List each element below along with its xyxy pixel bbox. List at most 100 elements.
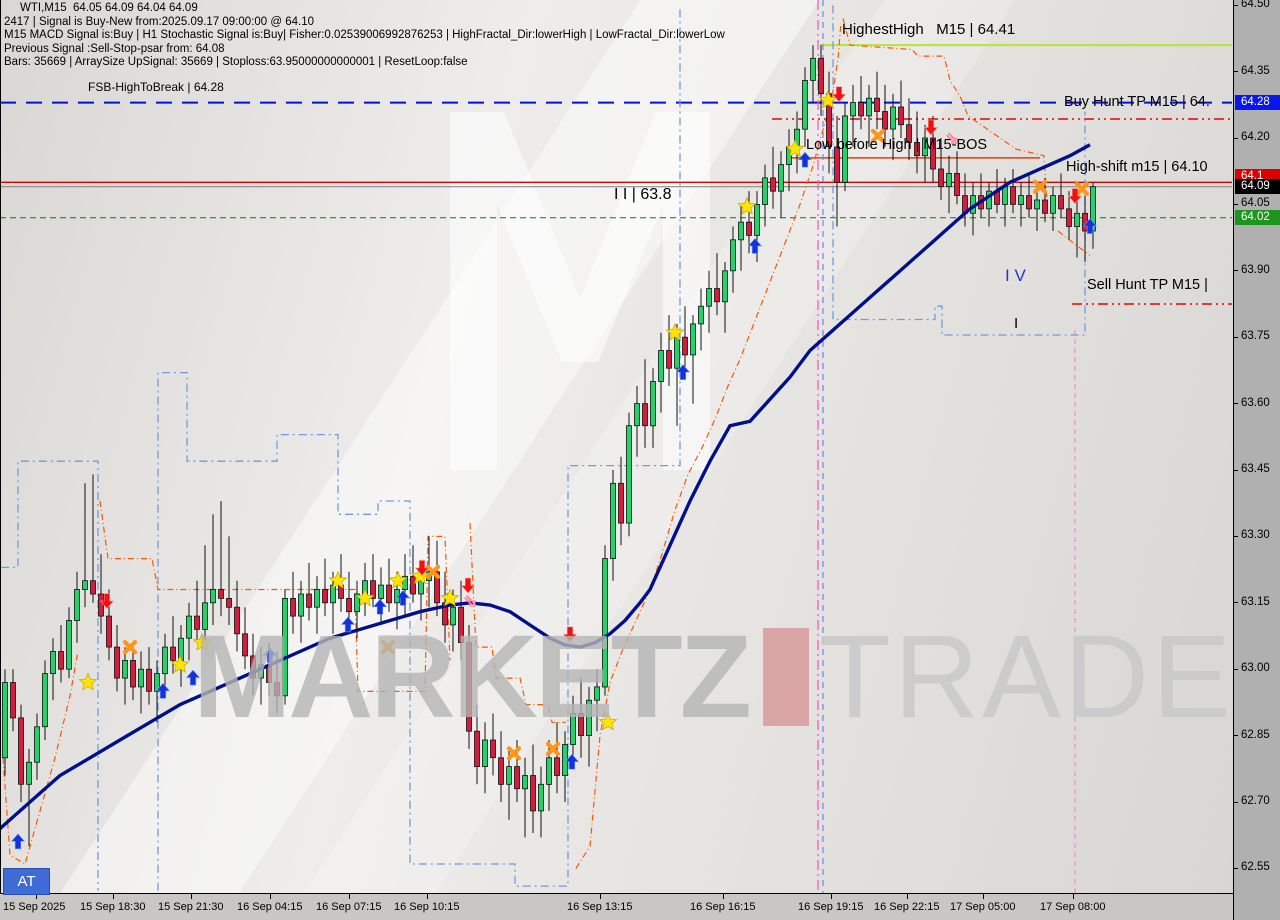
price-highlight-64.09: 64.09: [1235, 179, 1280, 195]
candle-bullish: [650, 381, 656, 427]
candle-bullish: [482, 739, 488, 768]
psar-trailing-line: [575, 22, 842, 869]
candle-bullish: [282, 598, 288, 697]
psar-trailing-line: [469, 523, 566, 723]
candle-bearish: [1058, 195, 1064, 210]
at-button[interactable]: AT: [3, 868, 50, 895]
candle-bullish: [1034, 199, 1040, 210]
time-tick-label: 17 Sep 05:00: [950, 901, 1016, 913]
candle-bullish: [82, 580, 88, 591]
status-line: Previous Signal :Sell-Stop-psar from: 64…: [4, 42, 225, 55]
cross-marker-icon: [380, 639, 396, 655]
candle-bullish: [762, 177, 768, 205]
star-marker-icon: [737, 196, 757, 215]
candle-bullish: [2, 682, 8, 759]
candle-bullish: [522, 775, 528, 790]
candle-bearish: [714, 288, 720, 303]
time-tick-label: 16 Sep 07:15: [316, 901, 382, 913]
time-tick: [113, 894, 114, 899]
candle-bullish: [626, 425, 632, 524]
annotation-ii-638: I I | 63.8: [614, 186, 672, 203]
candle-bearish: [530, 775, 536, 812]
time-tick: [723, 894, 724, 899]
hollow-arrow-icon: ⇘: [463, 592, 477, 612]
star-marker-icon: [410, 566, 430, 585]
candle-bullish: [946, 172, 952, 188]
candle-bearish: [1066, 208, 1072, 227]
star-marker-icon: [78, 672, 98, 691]
price-tick-label: 64.05: [1241, 197, 1270, 210]
hollow-arrow-icon: ⇘: [945, 129, 959, 149]
candle-bullish: [658, 350, 664, 382]
chart-left-border: [0, 0, 1, 893]
cross-marker-icon: [870, 128, 886, 143]
time-tick: [600, 894, 601, 899]
buy-arrow-icon: [262, 647, 278, 664]
psar-trailing-line: [99, 500, 451, 693]
candle-bullish: [986, 190, 992, 210]
sell-arrow-icon: [923, 119, 939, 136]
price-tick-label: 64.50: [1241, 0, 1270, 11]
candle-bearish: [938, 168, 944, 188]
candle-bearish: [170, 646, 176, 661]
annotation-i: I: [1014, 315, 1019, 332]
candle-bullish: [602, 558, 608, 688]
candle-bearish: [290, 598, 296, 617]
candle-bullish: [674, 336, 680, 369]
cross-marker-icon: [1074, 181, 1090, 197]
star-marker-icon: [192, 632, 212, 651]
time-tick-label: 17 Sep 08:00: [1040, 901, 1106, 913]
time-tick: [427, 894, 428, 899]
candle-bullish: [186, 615, 192, 639]
candle-bullish: [1002, 186, 1008, 205]
candle-bullish: [690, 323, 696, 356]
sell-arrow-icon: [831, 86, 847, 103]
candle-bullish: [842, 115, 848, 183]
candle-bullish: [506, 766, 512, 785]
sell-arrow-icon: [460, 577, 476, 594]
candle-bearish: [498, 757, 504, 785]
status-line: WTI,M15 64.05 64.09 64.04 64.09: [20, 2, 198, 14]
fractal-channel-line: [832, 5, 1086, 336]
candle-bearish: [434, 571, 440, 604]
time-tick-label: 15 Sep 2025: [3, 901, 66, 913]
candle-bullish: [810, 57, 816, 81]
time-tick: [831, 894, 832, 899]
time-tick-label: 16 Sep 22:15: [874, 901, 940, 913]
candle-bearish: [858, 102, 864, 117]
annotation-highest-high: HighestHigh M15 | 64.41: [842, 21, 1016, 38]
time-tick-label: 15 Sep 21:30: [158, 901, 224, 913]
candle-bearish: [1010, 186, 1016, 205]
price-tick-label: 63.30: [1241, 529, 1270, 542]
candle-bullish: [754, 203, 760, 236]
price-tick-label: 64.35: [1241, 64, 1270, 77]
buy-arrow-icon: [185, 669, 201, 686]
price-axis[interactable]: 64.50 64.35 64.20 64.05 63.90 63.75 63.60 63.45…: [1233, 0, 1280, 920]
candle-bullish: [634, 403, 640, 427]
candle-bearish: [234, 606, 240, 635]
candle-bullish: [298, 593, 304, 617]
candle-bullish: [418, 580, 424, 595]
status-line: M15 MACD Signal is:Buy | H1 Stochastic S…: [4, 29, 725, 42]
star-marker-icon: [170, 654, 190, 673]
candle-bearish: [874, 97, 880, 112]
candle-bearish: [914, 141, 920, 157]
time-axis[interactable]: 15 Sep 2025 15 Sep 18:30 15 Sep 21:30 16 Se…: [0, 893, 1233, 920]
candle-bullish: [1074, 212, 1080, 228]
candle-bearish: [770, 177, 776, 192]
candle-bearish: [218, 589, 224, 599]
price-highlight-64.28: 64.28: [1235, 95, 1280, 111]
logo-watermark: [450, 112, 710, 470]
candle-bearish: [474, 730, 480, 768]
buy-arrow-icon: [1082, 218, 1098, 234]
cross-marker-icon: [506, 746, 522, 761]
candle-bullish: [850, 102, 856, 117]
time-tick-label: 16 Sep 19:15: [798, 901, 864, 913]
candle-bearish: [106, 615, 112, 648]
price-tick-label: 62.85: [1241, 728, 1270, 741]
candle-bullish: [122, 660, 128, 679]
candle-bearish: [898, 106, 904, 126]
candle-bearish: [386, 584, 392, 604]
